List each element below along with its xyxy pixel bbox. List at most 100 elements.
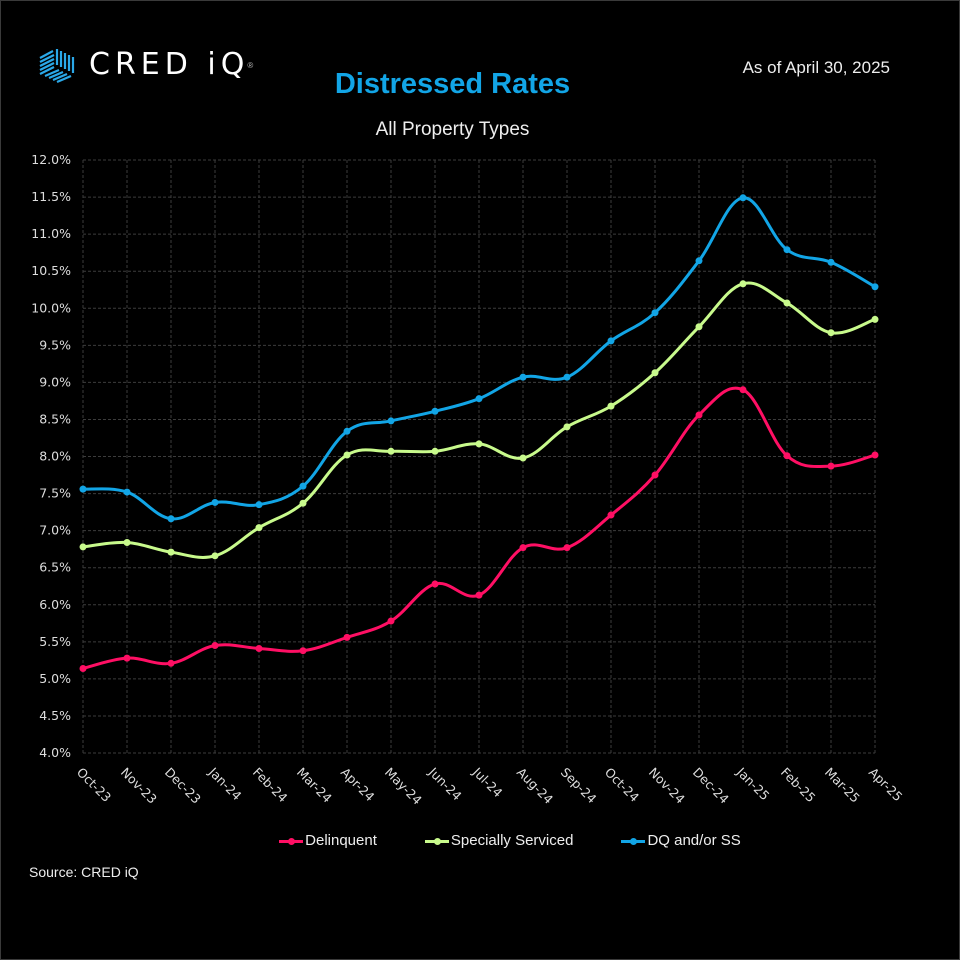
data-point[interactable] (739, 194, 747, 202)
legend-label: DQ and/or SS (647, 832, 741, 849)
y-tick-label: 9.5% (39, 337, 71, 352)
data-point[interactable] (475, 395, 483, 403)
grid (82, 159, 876, 754)
data-point[interactable] (651, 309, 659, 317)
data-point[interactable] (607, 337, 615, 345)
x-tick-label: Apr-24 (338, 765, 378, 805)
data-point[interactable] (783, 452, 791, 460)
data-point[interactable] (871, 315, 879, 323)
hexagon-logo-icon (39, 49, 75, 84)
data-point[interactable] (563, 373, 571, 381)
series-dq-and-or-ss (79, 194, 879, 523)
y-tick-label: 8.5% (39, 411, 71, 426)
data-point[interactable] (299, 482, 307, 490)
x-tick-label: Jan-24 (205, 764, 244, 803)
x-tick-label: Aug-24 (514, 765, 556, 807)
y-tick-label: 11.5% (31, 189, 71, 204)
data-point[interactable] (167, 548, 175, 556)
data-point[interactable] (827, 258, 835, 266)
x-tick-label: Nov-24 (646, 765, 688, 807)
data-point[interactable] (299, 647, 307, 655)
x-tick-label: Jul-24 (469, 764, 505, 800)
data-point[interactable] (123, 488, 131, 496)
data-point[interactable] (475, 591, 483, 599)
data-point[interactable] (783, 246, 791, 254)
legend-marker-icon (621, 836, 646, 846)
data-point[interactable] (431, 580, 439, 588)
data-point[interactable] (123, 654, 131, 662)
data-point[interactable] (211, 498, 219, 506)
data-point[interactable] (563, 423, 571, 431)
data-point[interactable] (563, 544, 571, 552)
data-point[interactable] (255, 501, 263, 509)
as-of-date: As of April 30, 2025 (742, 58, 890, 77)
data-point[interactable] (211, 642, 219, 650)
x-tick-label: Mar-24 (294, 765, 335, 806)
data-point[interactable] (651, 369, 659, 377)
series-group (79, 194, 879, 672)
data-point[interactable] (79, 543, 87, 551)
data-point[interactable] (255, 524, 263, 532)
data-point[interactable] (387, 417, 395, 425)
x-tick-label: Feb-24 (250, 765, 291, 806)
y-tick-label: 12.0% (31, 152, 71, 167)
cred-iq-logo: CRED iQ ® (37, 46, 253, 84)
data-point[interactable] (299, 499, 307, 507)
data-point[interactable] (343, 427, 351, 435)
data-point[interactable] (519, 373, 527, 381)
legend-label: Delinquent (305, 832, 377, 849)
data-point[interactable] (695, 411, 703, 419)
data-point[interactable] (431, 447, 439, 455)
x-tick-label: Nov-23 (118, 765, 160, 807)
data-point[interactable] (695, 323, 703, 331)
data-point[interactable] (255, 644, 263, 652)
data-point[interactable] (827, 329, 835, 337)
data-point[interactable] (167, 515, 175, 523)
data-point[interactable] (431, 407, 439, 415)
x-tick-label: May-24 (382, 765, 425, 808)
data-point[interactable] (739, 280, 747, 288)
data-point[interactable] (79, 485, 87, 493)
data-point[interactable] (739, 386, 747, 394)
data-point[interactable] (343, 451, 351, 459)
legend-item-dq-or-ss[interactable]: DQ and/or SS (621, 832, 741, 849)
data-point[interactable] (519, 454, 527, 462)
y-tick-label: 6.0% (39, 597, 71, 612)
x-axis: Oct-23 Nov-23 Dec-23 Jan-24 Feb-24 Mar-24 Apr-… (74, 764, 906, 808)
data-point[interactable] (79, 664, 87, 672)
y-tick-label: 5.5% (39, 634, 71, 649)
data-point[interactable] (211, 552, 219, 560)
data-point[interactable] (695, 257, 703, 265)
x-tick-label: Jun-24 (425, 764, 465, 804)
data-point[interactable] (387, 447, 395, 455)
logo-wordmark: CRED iQ (89, 47, 250, 82)
registered-mark: ® (247, 60, 254, 70)
data-point[interactable] (871, 283, 879, 291)
data-point[interactable] (519, 544, 527, 552)
legend-item-delinquent[interactable]: Delinquent (279, 832, 377, 849)
y-tick-label: 8.0% (39, 449, 71, 464)
data-point[interactable] (475, 440, 483, 448)
y-tick-label: 7.0% (39, 523, 71, 538)
y-tick-label: 4.5% (39, 708, 71, 723)
x-tick-label: Mar-25 (822, 765, 863, 806)
data-point[interactable] (387, 617, 395, 625)
data-point[interactable] (607, 511, 615, 519)
data-point[interactable] (167, 659, 175, 667)
chart-title: Distressed Rates (334, 68, 571, 100)
x-tick-label: Sep-24 (558, 765, 600, 807)
data-point[interactable] (123, 538, 131, 546)
data-point[interactable] (827, 462, 835, 470)
data-point[interactable] (607, 402, 615, 410)
x-tick-label: Apr-25 (866, 765, 906, 805)
y-tick-label: 5.0% (39, 671, 71, 686)
data-point[interactable] (651, 471, 659, 479)
x-tick-label: Dec-23 (162, 765, 204, 807)
legend-item-specially-serviced[interactable]: Specially Serviced (424, 832, 573, 849)
data-point[interactable] (343, 633, 351, 641)
x-tick-label: Dec-24 (690, 765, 732, 807)
data-point[interactable] (871, 451, 879, 459)
x-tick-label: Oct-24 (602, 765, 642, 805)
y-axis: 4.0% 4.5% 5.0% 5.5% 6.0% 6.5% 7.0% 7.5% 8.0% 8.5%… (31, 152, 71, 760)
data-point[interactable] (783, 299, 791, 307)
